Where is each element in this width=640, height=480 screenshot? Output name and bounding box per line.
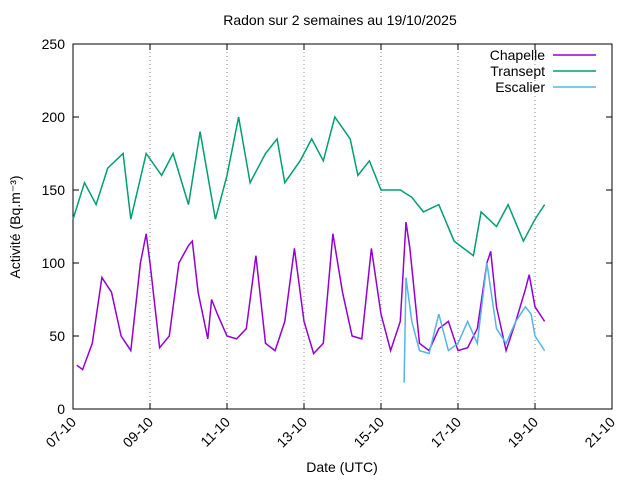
x-tick-label: 07-10: [42, 414, 79, 451]
x-tick-label: 13-10: [273, 414, 310, 451]
y-tick-label: 100: [42, 255, 66, 271]
y-tick-label: 250: [42, 36, 66, 52]
x-tick-label: 09-10: [119, 414, 156, 451]
x-tick-label: 19-10: [504, 414, 541, 451]
legend-label: Chapelle: [490, 47, 545, 63]
y-tick-label: 200: [42, 109, 66, 125]
y-tick-label: 150: [42, 182, 66, 198]
x-axis-label: Date (UTC): [306, 459, 378, 475]
y-tick-label: 50: [49, 328, 65, 344]
legend-label: Escalier: [495, 79, 545, 95]
legend-label: Transept: [490, 63, 545, 79]
x-tick-label: 21-10: [581, 414, 618, 451]
plot-frame: [72, 43, 613, 410]
y-axis-label: Activité (Bq.m⁻³): [7, 175, 23, 278]
x-tick-label: 17-10: [427, 414, 464, 451]
y-tick-label: 0: [57, 401, 65, 417]
series-line: [403, 262, 546, 383]
x-tick-label: 15-10: [350, 414, 387, 451]
chart-title: Radon sur 2 semaines au 19/10/2025: [223, 12, 457, 28]
series-line: [76, 221, 546, 371]
series-line: [72, 115, 546, 258]
x-tick-label: 11-10: [197, 414, 233, 450]
